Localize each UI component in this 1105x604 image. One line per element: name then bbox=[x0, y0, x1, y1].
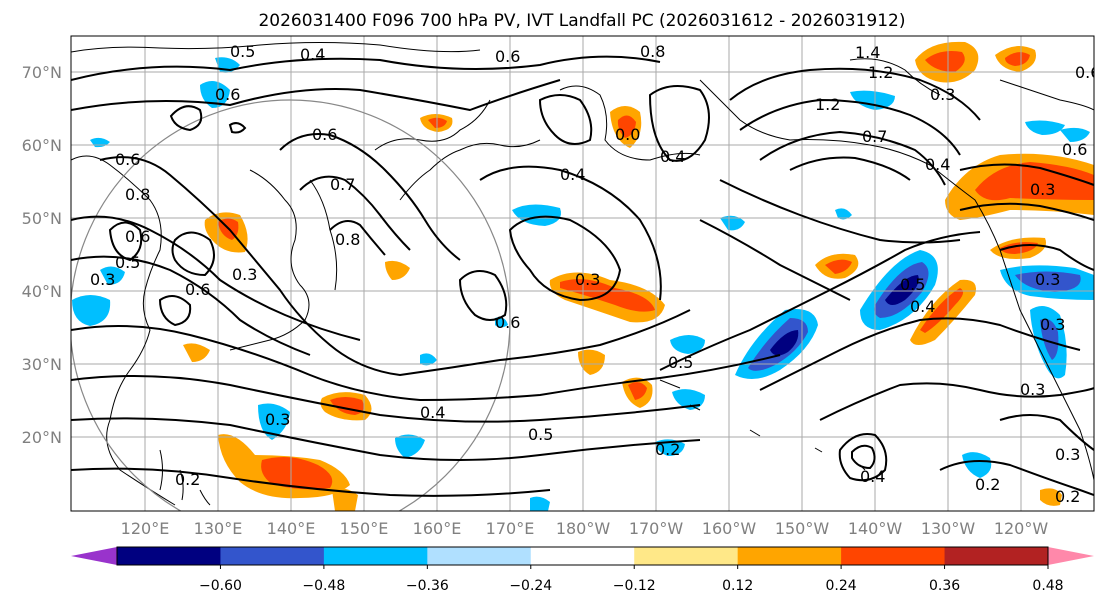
contour-label: 0.4 bbox=[560, 165, 585, 184]
lon-label: 160°W bbox=[702, 519, 757, 538]
contour-label: 0.8 bbox=[335, 230, 360, 249]
pv-contours bbox=[71, 55, 1094, 497]
contour-label: 1.4 bbox=[855, 43, 880, 62]
lat-label: 20°N bbox=[22, 428, 62, 447]
range-ring bbox=[71, 99, 511, 511]
contour-label: 0.3 bbox=[265, 410, 290, 429]
contour-label: 0.6 bbox=[215, 85, 240, 104]
colorbar-segment bbox=[323, 547, 428, 565]
colorbar-segment bbox=[634, 547, 739, 565]
coastlines bbox=[71, 42, 1094, 506]
colorbar-tick-label: 0.12 bbox=[722, 578, 753, 594]
colorbar-tick-label: −0.60 bbox=[199, 578, 242, 594]
contour-label: 0.3 bbox=[930, 85, 955, 104]
contour-label: 0.8 bbox=[640, 42, 665, 61]
map-panel: 0.5 0.4 0.6 0.8 1.4 1.2 0.6 0.0 0.6 0.7 … bbox=[71, 36, 1100, 511]
colorbar: −0.60 −0.48 −0.36 −0.24 −0.12 0.12 0.24 0.36 0.4… bbox=[71, 546, 1094, 594]
colorbar-segment bbox=[944, 547, 1049, 565]
contour-label: 0.5 bbox=[900, 275, 925, 294]
lon-label: 150°W bbox=[775, 519, 830, 538]
colorbar-segment bbox=[841, 547, 946, 565]
contour-label: 0.5 bbox=[115, 253, 140, 272]
contour-label: 0.6 bbox=[125, 227, 150, 246]
contour-label: 1.2 bbox=[868, 63, 893, 82]
contour-label: 0.7 bbox=[330, 175, 355, 194]
contour-label: 0.0 bbox=[615, 125, 640, 144]
colorbar-tick-label: −0.24 bbox=[509, 578, 552, 594]
lat-label: 50°N bbox=[22, 209, 62, 228]
colorbar-tick-label: 0.24 bbox=[826, 578, 857, 594]
colorbar-segment bbox=[220, 547, 325, 565]
lon-label: 170°E bbox=[486, 519, 535, 538]
lat-label: 70°N bbox=[22, 63, 62, 82]
contour-label: 0.6 bbox=[185, 280, 210, 299]
contour-label: 0.4 bbox=[300, 45, 325, 64]
contour-label: 0.2 bbox=[975, 475, 1000, 494]
contour-label: 0.4 bbox=[910, 297, 935, 316]
contour-label: 0.3 bbox=[232, 265, 257, 284]
colorbar-tick-label: −0.12 bbox=[613, 578, 656, 594]
lat-label: 30°N bbox=[22, 355, 62, 374]
graticule bbox=[71, 36, 1094, 511]
lat-label: 60°N bbox=[22, 136, 62, 155]
lat-label: 40°N bbox=[22, 282, 62, 301]
contour-label: 0.3 bbox=[575, 270, 600, 289]
map-frame bbox=[70, 35, 1095, 512]
colorbar-tick-label: 0.48 bbox=[1032, 578, 1063, 594]
contour-label: 0.4 bbox=[925, 155, 950, 174]
colorbar-tick-label: −0.36 bbox=[406, 578, 449, 594]
longitude-labels: 120°E 130°E 140°E 150°E 160°E 170°E 180°… bbox=[121, 519, 1049, 538]
lon-label: 120°W bbox=[994, 519, 1049, 538]
colorbar-extend-high bbox=[1048, 547, 1094, 565]
contour-label: 0.6 bbox=[312, 125, 337, 144]
colorbar-segment bbox=[737, 547, 842, 565]
contour-label: 0.3 bbox=[1035, 270, 1060, 289]
contour-label: 0.4 bbox=[420, 403, 445, 422]
contour-label: 0.3 bbox=[90, 270, 115, 289]
lon-label: 160°E bbox=[413, 519, 462, 538]
contour-label: 0.5 bbox=[528, 425, 553, 444]
lon-label: 130°E bbox=[194, 519, 243, 538]
contour-label: 0.7 bbox=[862, 127, 887, 146]
colorbar-frame bbox=[116, 546, 1049, 566]
lon-label: 170°W bbox=[629, 519, 684, 538]
contour-label: 0.5 bbox=[230, 42, 255, 61]
contour-label: 0.3 bbox=[1020, 380, 1045, 399]
lon-label: 140°W bbox=[848, 519, 903, 538]
contour-label: 0.2 bbox=[655, 440, 680, 459]
lon-label: 180°W bbox=[556, 519, 611, 538]
lon-label: 140°E bbox=[267, 519, 316, 538]
lon-label: 130°W bbox=[921, 519, 976, 538]
colorbar-segment bbox=[427, 547, 532, 565]
lon-label: 150°E bbox=[340, 519, 389, 538]
contour-label: 1.2 bbox=[815, 95, 840, 114]
contour-label: 0.6 bbox=[495, 313, 520, 332]
lon-label: 120°E bbox=[121, 519, 170, 538]
map-title: 2026031400 F096 700 hPa PV, IVT Landfall… bbox=[258, 11, 905, 31]
contour-label: 0.2 bbox=[175, 470, 200, 489]
colorbar-segment bbox=[530, 547, 635, 565]
contour-label: 0.2 bbox=[1055, 487, 1080, 506]
contour-label: 0.3 bbox=[1040, 315, 1065, 334]
contour-label: 0.8 bbox=[125, 185, 150, 204]
contour-label: 0.3 bbox=[1055, 445, 1080, 464]
contour-labels: 0.5 0.4 0.6 0.8 1.4 1.2 0.6 0.0 0.6 0.7 … bbox=[90, 42, 1100, 506]
contour-label: 0.5 bbox=[668, 353, 693, 372]
latitude-labels: 70°N 60°N 50°N 40°N 30°N 20°N bbox=[22, 63, 62, 447]
contour-label: 0.6 bbox=[1062, 140, 1087, 159]
contour-label: 0.4 bbox=[660, 147, 685, 166]
colorbar-extend-low bbox=[71, 547, 117, 565]
contour-label: 0.3 bbox=[1030, 180, 1055, 199]
colorbar-segment bbox=[117, 547, 221, 565]
colorbar-tick-label: 0.36 bbox=[929, 578, 960, 594]
contour-label: 0.4 bbox=[860, 467, 885, 486]
contour-label: 0.6 bbox=[115, 150, 140, 169]
contour-label: 0.6 bbox=[1075, 63, 1100, 82]
contour-label: 0.6 bbox=[495, 47, 520, 66]
colorbar-tick-label: −0.48 bbox=[302, 578, 345, 594]
